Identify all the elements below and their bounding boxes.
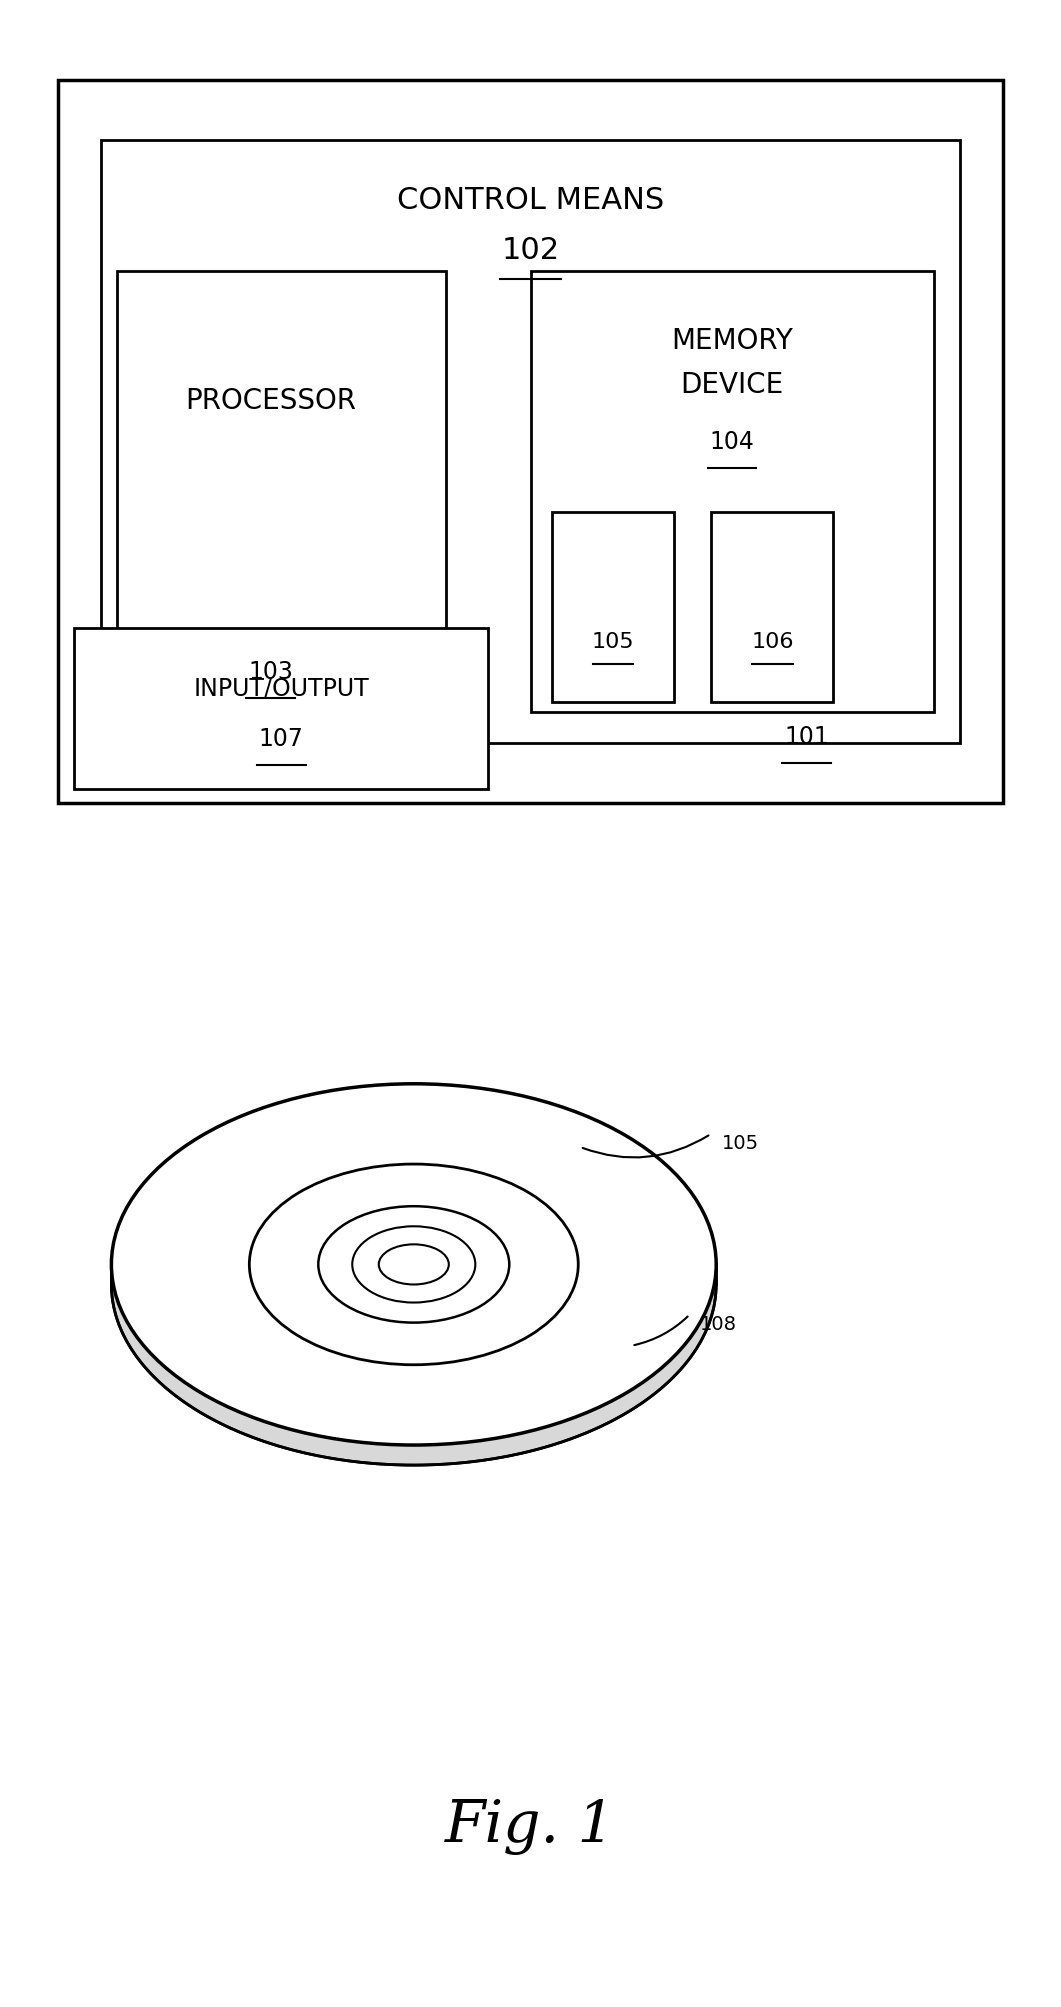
Text: 104: 104 (710, 429, 754, 454)
Text: DEVICE: DEVICE (680, 371, 784, 399)
Text: MEMORY: MEMORY (672, 327, 793, 355)
Text: 107: 107 (259, 727, 303, 751)
Text: INPUT/OUTPUT: INPUT/OUTPUT (193, 676, 369, 700)
Text: Fig. 1: Fig. 1 (446, 1798, 615, 1854)
Text: 101: 101 (784, 725, 829, 749)
Text: 108: 108 (700, 1315, 737, 1335)
FancyBboxPatch shape (117, 271, 446, 712)
Ellipse shape (352, 1226, 475, 1303)
FancyBboxPatch shape (58, 80, 1003, 803)
Text: CONTROL MEANS: CONTROL MEANS (397, 187, 664, 215)
Ellipse shape (318, 1206, 509, 1323)
FancyBboxPatch shape (101, 140, 960, 743)
Ellipse shape (379, 1244, 449, 1284)
Text: 105: 105 (721, 1134, 759, 1154)
Ellipse shape (249, 1164, 578, 1365)
FancyBboxPatch shape (552, 512, 674, 702)
FancyBboxPatch shape (74, 628, 488, 789)
Text: 103: 103 (248, 660, 293, 684)
Text: 102: 102 (502, 237, 559, 265)
FancyBboxPatch shape (711, 512, 833, 702)
Ellipse shape (111, 1104, 716, 1465)
Text: PROCESSOR: PROCESSOR (185, 387, 356, 415)
Text: 106: 106 (751, 632, 794, 652)
Text: 105: 105 (592, 632, 634, 652)
FancyBboxPatch shape (530, 271, 934, 712)
Ellipse shape (111, 1084, 716, 1445)
